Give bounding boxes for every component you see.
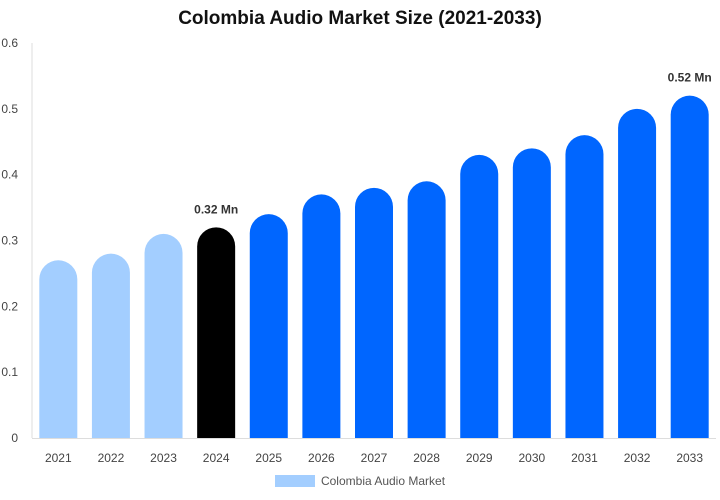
bar-2028[interactable] xyxy=(407,181,446,438)
axes: 0 0.1 0.2 0.3 0.4 0.5 0.6 xyxy=(1,36,716,445)
y-tick-label: 0 xyxy=(11,431,18,445)
bar-2025[interactable] xyxy=(249,214,288,438)
bars xyxy=(39,95,709,439)
bar-2023[interactable] xyxy=(144,233,183,438)
legend-label: Colombia Audio Market xyxy=(320,474,446,488)
chart-title: Colombia Audio Market Size (2021-2033) xyxy=(178,8,542,29)
x-tick-label: 2027 xyxy=(361,451,388,465)
x-tick-label: 2025 xyxy=(255,451,282,465)
bar-2026[interactable] xyxy=(302,194,341,438)
y-tick-label: 0.2 xyxy=(1,299,18,313)
y-tick-label: 0.1 xyxy=(1,365,18,379)
bar-2024[interactable] xyxy=(197,227,236,438)
data-label-2024: 0.32 Mn xyxy=(194,202,238,216)
bar-2032[interactable] xyxy=(618,108,657,438)
x-tick-label: 2030 xyxy=(518,451,545,465)
legend-swatch xyxy=(274,475,315,487)
x-tick-label: 2024 xyxy=(203,451,230,465)
bar-2030[interactable] xyxy=(512,148,551,439)
x-tick-label: 2028 xyxy=(413,451,440,465)
x-tick-label: 2021 xyxy=(45,451,72,465)
x-tick-label: 2029 xyxy=(466,451,493,465)
x-tick-label: 2032 xyxy=(624,451,651,465)
bar-2029[interactable] xyxy=(460,154,499,438)
labels: 2021 2022 2023 2024 2025 2026 2027 2028 2029 2030… xyxy=(45,71,712,465)
x-tick-label: 2023 xyxy=(150,451,177,465)
bar-2022[interactable] xyxy=(91,253,130,438)
bar-2027[interactable] xyxy=(355,187,393,438)
x-tick-label: 2022 xyxy=(98,451,125,465)
x-tick-label: 2031 xyxy=(571,451,598,465)
x-tick-label: 2026 xyxy=(308,451,335,465)
y-tick-label: 0.6 xyxy=(1,36,18,50)
y-tick-label: 0.5 xyxy=(1,102,18,116)
bar-2021[interactable] xyxy=(39,260,78,438)
bar-2031[interactable] xyxy=(565,135,604,438)
data-label-2033: 0.52 Mn xyxy=(668,71,712,85)
x-tick-label: 2033 xyxy=(676,451,703,465)
y-tick-label: 0.3 xyxy=(1,234,18,248)
y-tick-label: 0.4 xyxy=(1,168,18,182)
bar-2033[interactable] xyxy=(670,95,709,439)
legend[interactable]: Colombia Audio Market xyxy=(0,474,720,488)
